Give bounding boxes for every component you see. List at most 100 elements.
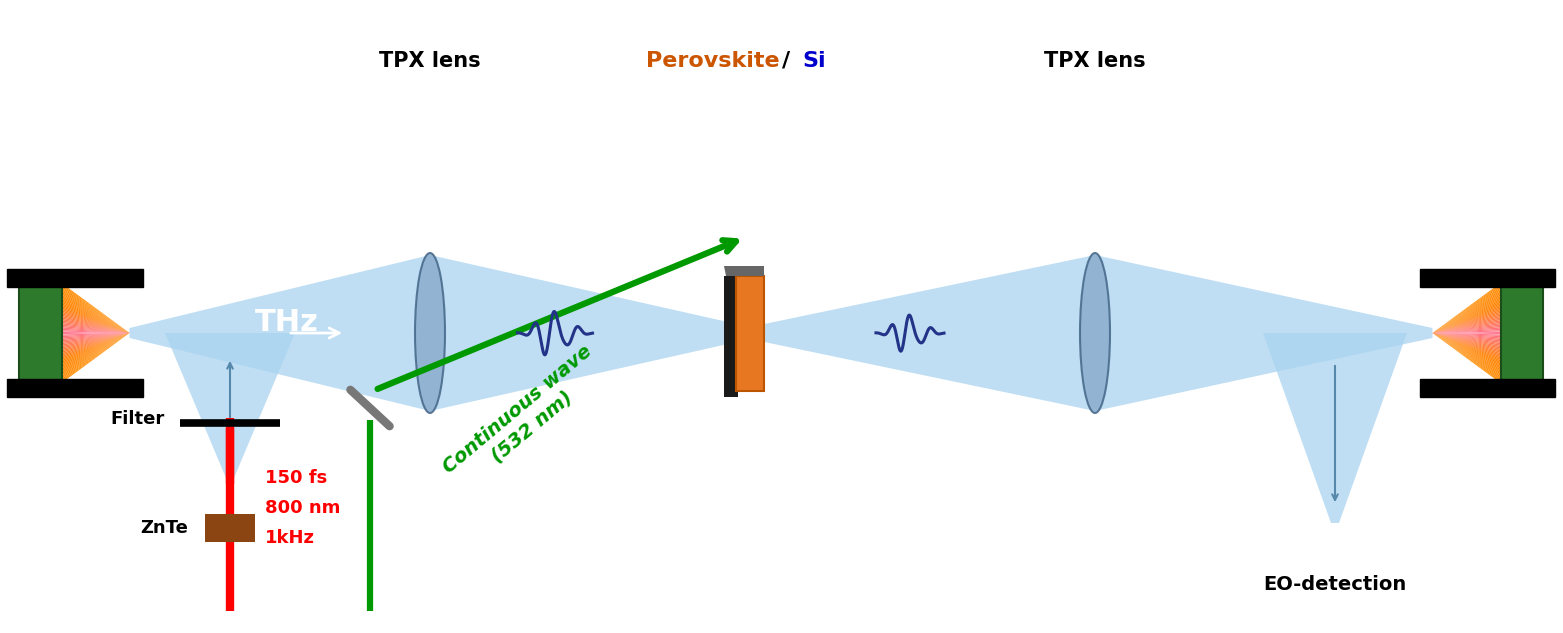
Polygon shape <box>1433 289 1500 333</box>
Polygon shape <box>1433 330 1500 333</box>
Polygon shape <box>61 333 130 379</box>
Polygon shape <box>61 333 130 339</box>
Text: /: / <box>782 51 791 71</box>
Bar <box>736 275 764 391</box>
Polygon shape <box>61 286 130 333</box>
Polygon shape <box>61 333 130 360</box>
Polygon shape <box>61 316 130 333</box>
Polygon shape <box>61 296 130 333</box>
Polygon shape <box>61 284 130 333</box>
Text: ZnTe: ZnTe <box>141 519 188 537</box>
Polygon shape <box>1433 333 1500 373</box>
Polygon shape <box>61 333 130 334</box>
Bar <box>724 275 738 396</box>
Polygon shape <box>61 307 130 333</box>
Polygon shape <box>61 333 130 368</box>
Polygon shape <box>61 333 130 353</box>
Polygon shape <box>1433 333 1500 337</box>
Bar <box>8 379 142 397</box>
Polygon shape <box>1433 333 1500 375</box>
Polygon shape <box>61 333 130 344</box>
Polygon shape <box>61 333 130 363</box>
Polygon shape <box>61 333 130 342</box>
Polygon shape <box>1433 316 1500 333</box>
Polygon shape <box>1433 333 1500 365</box>
Polygon shape <box>1263 333 1407 523</box>
Bar <box>8 269 142 287</box>
Polygon shape <box>1433 327 1500 333</box>
Polygon shape <box>61 333 130 361</box>
Polygon shape <box>61 333 130 340</box>
Polygon shape <box>61 333 130 377</box>
Polygon shape <box>1433 315 1500 333</box>
Polygon shape <box>724 265 764 275</box>
Polygon shape <box>1433 301 1500 333</box>
Polygon shape <box>61 313 130 333</box>
Polygon shape <box>61 327 130 333</box>
Polygon shape <box>1433 333 1500 334</box>
Ellipse shape <box>416 253 445 413</box>
Polygon shape <box>1433 294 1500 333</box>
Polygon shape <box>1433 333 1500 359</box>
Polygon shape <box>1433 307 1500 333</box>
Polygon shape <box>1433 325 1500 333</box>
Polygon shape <box>1433 300 1500 333</box>
Polygon shape <box>61 333 130 367</box>
Polygon shape <box>1433 333 1500 336</box>
Text: EO-detection: EO-detection <box>1263 575 1407 594</box>
Polygon shape <box>1433 323 1500 333</box>
Polygon shape <box>61 333 130 354</box>
Polygon shape <box>1433 333 1500 348</box>
Polygon shape <box>61 333 130 359</box>
Polygon shape <box>1433 326 1500 333</box>
Polygon shape <box>1433 333 1500 353</box>
Polygon shape <box>1433 290 1500 333</box>
Polygon shape <box>1433 333 1500 346</box>
Polygon shape <box>1433 310 1500 333</box>
Polygon shape <box>61 333 130 370</box>
Polygon shape <box>61 330 130 333</box>
Bar <box>1500 283 1543 383</box>
Polygon shape <box>1433 333 1500 360</box>
Polygon shape <box>1433 333 1500 342</box>
Polygon shape <box>61 304 130 333</box>
Polygon shape <box>1096 255 1433 411</box>
Polygon shape <box>1433 333 1500 339</box>
Text: Si: Si <box>802 51 825 71</box>
Polygon shape <box>166 333 295 478</box>
Polygon shape <box>61 309 130 333</box>
Polygon shape <box>61 333 130 375</box>
Bar <box>205 514 255 542</box>
Polygon shape <box>61 333 130 376</box>
Polygon shape <box>61 333 130 366</box>
Polygon shape <box>1433 329 1500 333</box>
Polygon shape <box>1433 306 1500 333</box>
Polygon shape <box>1433 286 1500 333</box>
Polygon shape <box>61 293 130 333</box>
Polygon shape <box>1433 287 1500 333</box>
Polygon shape <box>1433 333 1500 351</box>
Polygon shape <box>1433 333 1500 343</box>
Text: THz: THz <box>255 308 319 337</box>
Polygon shape <box>61 333 130 348</box>
Text: 800 nm: 800 nm <box>266 499 341 517</box>
Polygon shape <box>61 329 130 333</box>
Polygon shape <box>1433 333 1500 368</box>
Polygon shape <box>750 255 1096 411</box>
Polygon shape <box>61 333 130 372</box>
Polygon shape <box>1433 333 1500 380</box>
Polygon shape <box>61 311 130 333</box>
Polygon shape <box>1433 303 1500 333</box>
Text: Perovskite: Perovskite <box>647 51 780 71</box>
Polygon shape <box>61 283 130 333</box>
Polygon shape <box>1433 333 1500 370</box>
Polygon shape <box>61 333 130 336</box>
Polygon shape <box>1433 318 1500 333</box>
Polygon shape <box>1433 333 1500 363</box>
Polygon shape <box>1433 333 1500 356</box>
Polygon shape <box>61 333 130 337</box>
Polygon shape <box>61 333 130 346</box>
Polygon shape <box>1433 333 1500 367</box>
Polygon shape <box>1433 333 1500 350</box>
Polygon shape <box>61 333 130 343</box>
